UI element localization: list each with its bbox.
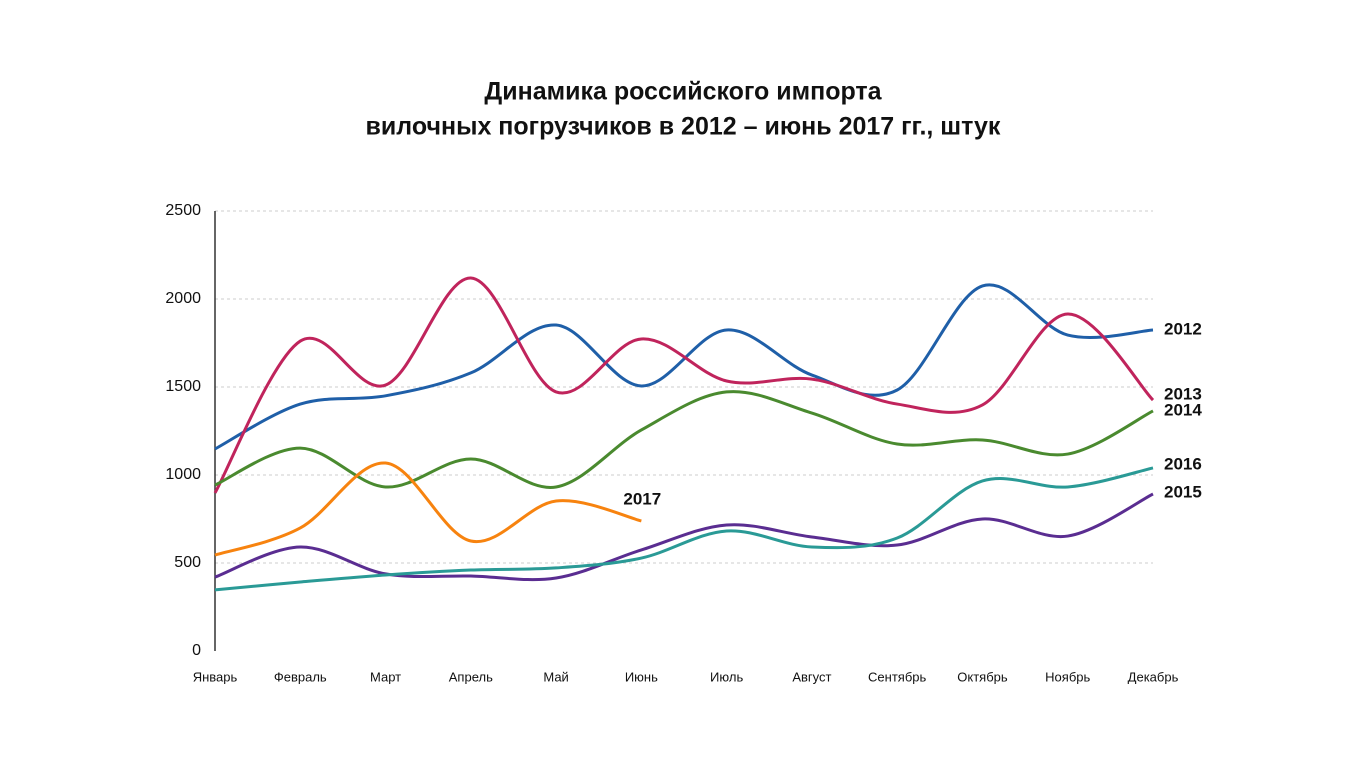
line-series (214, 390, 1154, 489)
y-tick-label: 2500 (165, 202, 201, 219)
chart-title: вилочных погрузчиков в 2012 – июнь 2017 … (366, 113, 1001, 141)
series-label: 2012 (1164, 319, 1202, 338)
series-label: 2014 (1164, 400, 1202, 419)
y-tick-label: 500 (174, 554, 201, 571)
x-tick-label: Май (543, 669, 568, 684)
y-tick-label: 1000 (165, 466, 201, 483)
series-label: 2013 (1164, 385, 1202, 404)
x-tick-label: Ноябрь (1045, 669, 1090, 684)
x-tick-label: Октябрь (957, 669, 1008, 684)
line-series (214, 461, 642, 557)
line-series (214, 466, 1154, 592)
series-label: 2016 (1164, 454, 1202, 473)
x-tick-label: Сентябрь (868, 669, 926, 684)
x-tick-label: Август (792, 669, 831, 684)
y-tick-label: 0 (192, 642, 201, 659)
line-series (214, 492, 1154, 582)
x-tick-label: Март (370, 669, 401, 684)
x-tick-label: Декабрь (1128, 669, 1179, 684)
series-label: 2015 (1164, 482, 1202, 501)
x-tick-label: Июль (710, 669, 743, 684)
x-tick-label: Апрель (449, 669, 493, 684)
chart-title: Динамика российского импорта (484, 78, 882, 106)
y-tick-label: 2000 (165, 290, 201, 307)
series-label: 2017 (623, 489, 661, 508)
x-tick-label: Январь (193, 669, 238, 684)
x-tick-label: Июнь (625, 669, 658, 684)
x-tick-label: Февраль (274, 669, 327, 684)
y-tick-label: 1500 (165, 378, 201, 395)
line-series (214, 283, 1154, 451)
line-series (213, 276, 1155, 494)
